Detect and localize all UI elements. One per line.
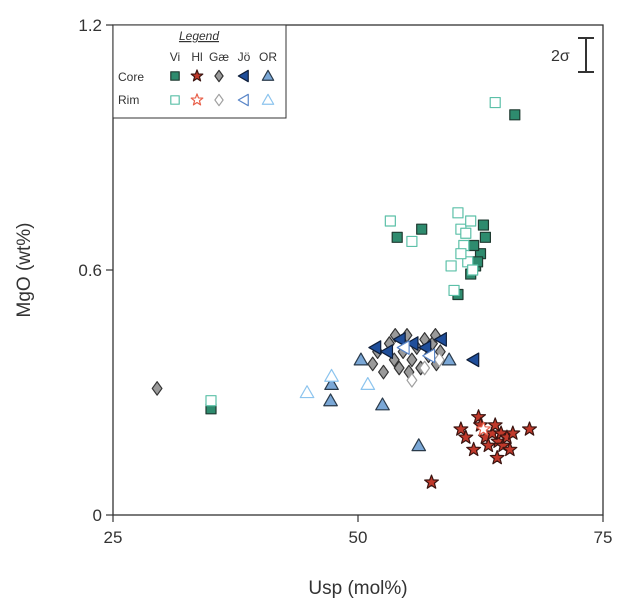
data-point-vi-rim <box>452 207 464 219</box>
series-jo-rim <box>396 340 436 364</box>
series-hl-core <box>424 409 538 489</box>
legend-marker-or-rim <box>261 93 275 105</box>
data-point-hl-core <box>458 429 474 444</box>
data-point-vi-core <box>468 239 480 252</box>
series-vi-rim <box>205 96 501 407</box>
legend-markers <box>170 69 275 107</box>
data-point-vi-rim <box>489 96 501 109</box>
legend-marker-gae-core <box>214 69 224 83</box>
y-axis-label: MgO (wt%) <box>14 223 35 318</box>
legend-marker-gae-rim <box>214 93 224 107</box>
data-point-or-rim <box>360 376 376 390</box>
data-point-vi-core <box>391 231 403 243</box>
data-point-hl-core <box>521 421 538 436</box>
legend-column-hl: Hl <box>191 50 202 64</box>
data-point-hl-core <box>489 449 505 465</box>
data-point-gae-rim <box>406 372 418 388</box>
data-point-vi-rim <box>384 215 396 227</box>
data-point-hl-core <box>453 421 469 436</box>
y-tick-label: 1.2 <box>78 16 102 35</box>
data-point-or-core <box>375 397 390 411</box>
data-point-vi-rim <box>406 235 418 248</box>
legend-marker-jo-core <box>237 69 249 83</box>
data-point-hl-core <box>424 474 439 489</box>
data-point-jo-core <box>418 340 432 355</box>
data-point-or-rim <box>324 368 339 382</box>
data-point-or-rim <box>299 385 315 399</box>
y-tick-label: 0.6 <box>78 261 102 280</box>
data-point-jo-core <box>466 352 480 368</box>
x-tick-label: 50 <box>349 528 368 547</box>
data-point-jo-rim <box>422 348 436 364</box>
data-point-jo-core <box>392 332 406 347</box>
two-sigma-label: 2σ <box>551 48 570 65</box>
legend-column-jo: Jö <box>238 50 251 64</box>
data-point-gae-core <box>393 360 405 376</box>
data-point-or-core <box>411 438 427 452</box>
legend-title: Legend <box>179 29 219 43</box>
legend-column-vi: Vi <box>170 50 180 64</box>
y-tick-label: 0 <box>93 506 102 525</box>
data-point-hl-core <box>495 437 511 453</box>
series-hl-rim <box>475 421 491 436</box>
data-point-hl-core <box>466 441 482 457</box>
data-point-gae-core <box>378 364 389 380</box>
data-point-vi-rim <box>445 260 457 272</box>
data-point-vi-core <box>509 109 521 121</box>
data-point-jo-core <box>368 340 382 355</box>
data-point-vi-rim <box>448 284 460 297</box>
data-point-hl-core <box>471 409 487 424</box>
x-tick-label: 25 <box>104 528 123 547</box>
data-point-jo-rim <box>396 340 410 355</box>
series-or-rim <box>299 368 376 399</box>
data-point-vi-core <box>416 223 428 235</box>
data-point-or-core <box>324 376 339 390</box>
legend-marker-vi-rim <box>170 95 180 105</box>
data-point-or-core <box>323 393 338 407</box>
data-point-vi-rim <box>467 264 479 276</box>
data-point-hl-rim <box>475 421 491 436</box>
data-point-jo-core <box>405 336 419 351</box>
legend-marker-hl-core <box>190 69 204 82</box>
data-point-hl-core <box>502 441 518 457</box>
data-point-gae-rim <box>419 360 431 376</box>
data-point-hl-core <box>487 417 503 432</box>
data-point-vi-core <box>477 219 490 231</box>
data-point-gae-core <box>389 327 401 343</box>
series-gae-rim <box>406 352 445 388</box>
data-point-gae-core <box>367 356 379 372</box>
x-axis-label: Usp (mol%) <box>308 578 407 599</box>
series-jo-core <box>368 332 480 368</box>
series-or-core <box>323 352 457 452</box>
legend-column-or: OR <box>259 50 277 64</box>
data-points <box>151 96 538 489</box>
data-point-vi-core <box>479 231 491 243</box>
axis-ticks: 25 50 75 0 0.6 1.2 <box>78 16 612 547</box>
x-tick-label: 75 <box>594 528 613 547</box>
data-point-vi-rim <box>460 227 472 239</box>
data-point-hl-core <box>505 425 521 440</box>
data-point-gae-core <box>406 352 418 368</box>
data-point-gae-rim <box>433 352 445 368</box>
legend-row-rim: Rim <box>118 93 139 107</box>
legend: Legend Vi Hl Gæ Jö OR Core Rim <box>112 24 287 119</box>
legend-row-core: Core <box>118 70 144 84</box>
data-point-or-core <box>353 352 369 366</box>
legend-marker-jo-rim <box>237 93 249 107</box>
legend-column-gae: Gæ <box>209 50 229 64</box>
two-sigma-error-bar: 2σ <box>551 37 594 73</box>
legend-marker-vi-core <box>170 71 180 81</box>
data-point-vi-rim <box>455 248 467 260</box>
data-point-jo-core <box>433 332 447 347</box>
data-point-vi-rim <box>465 215 477 227</box>
legend-marker-hl-rim <box>190 93 204 106</box>
data-point-jo-core <box>380 344 394 360</box>
data-point-gae-core <box>151 381 163 396</box>
data-point-vi-rim <box>205 395 217 407</box>
legend-marker-or-core <box>261 69 275 81</box>
data-point-hl-core <box>480 437 496 453</box>
data-point-or-core <box>441 352 457 366</box>
